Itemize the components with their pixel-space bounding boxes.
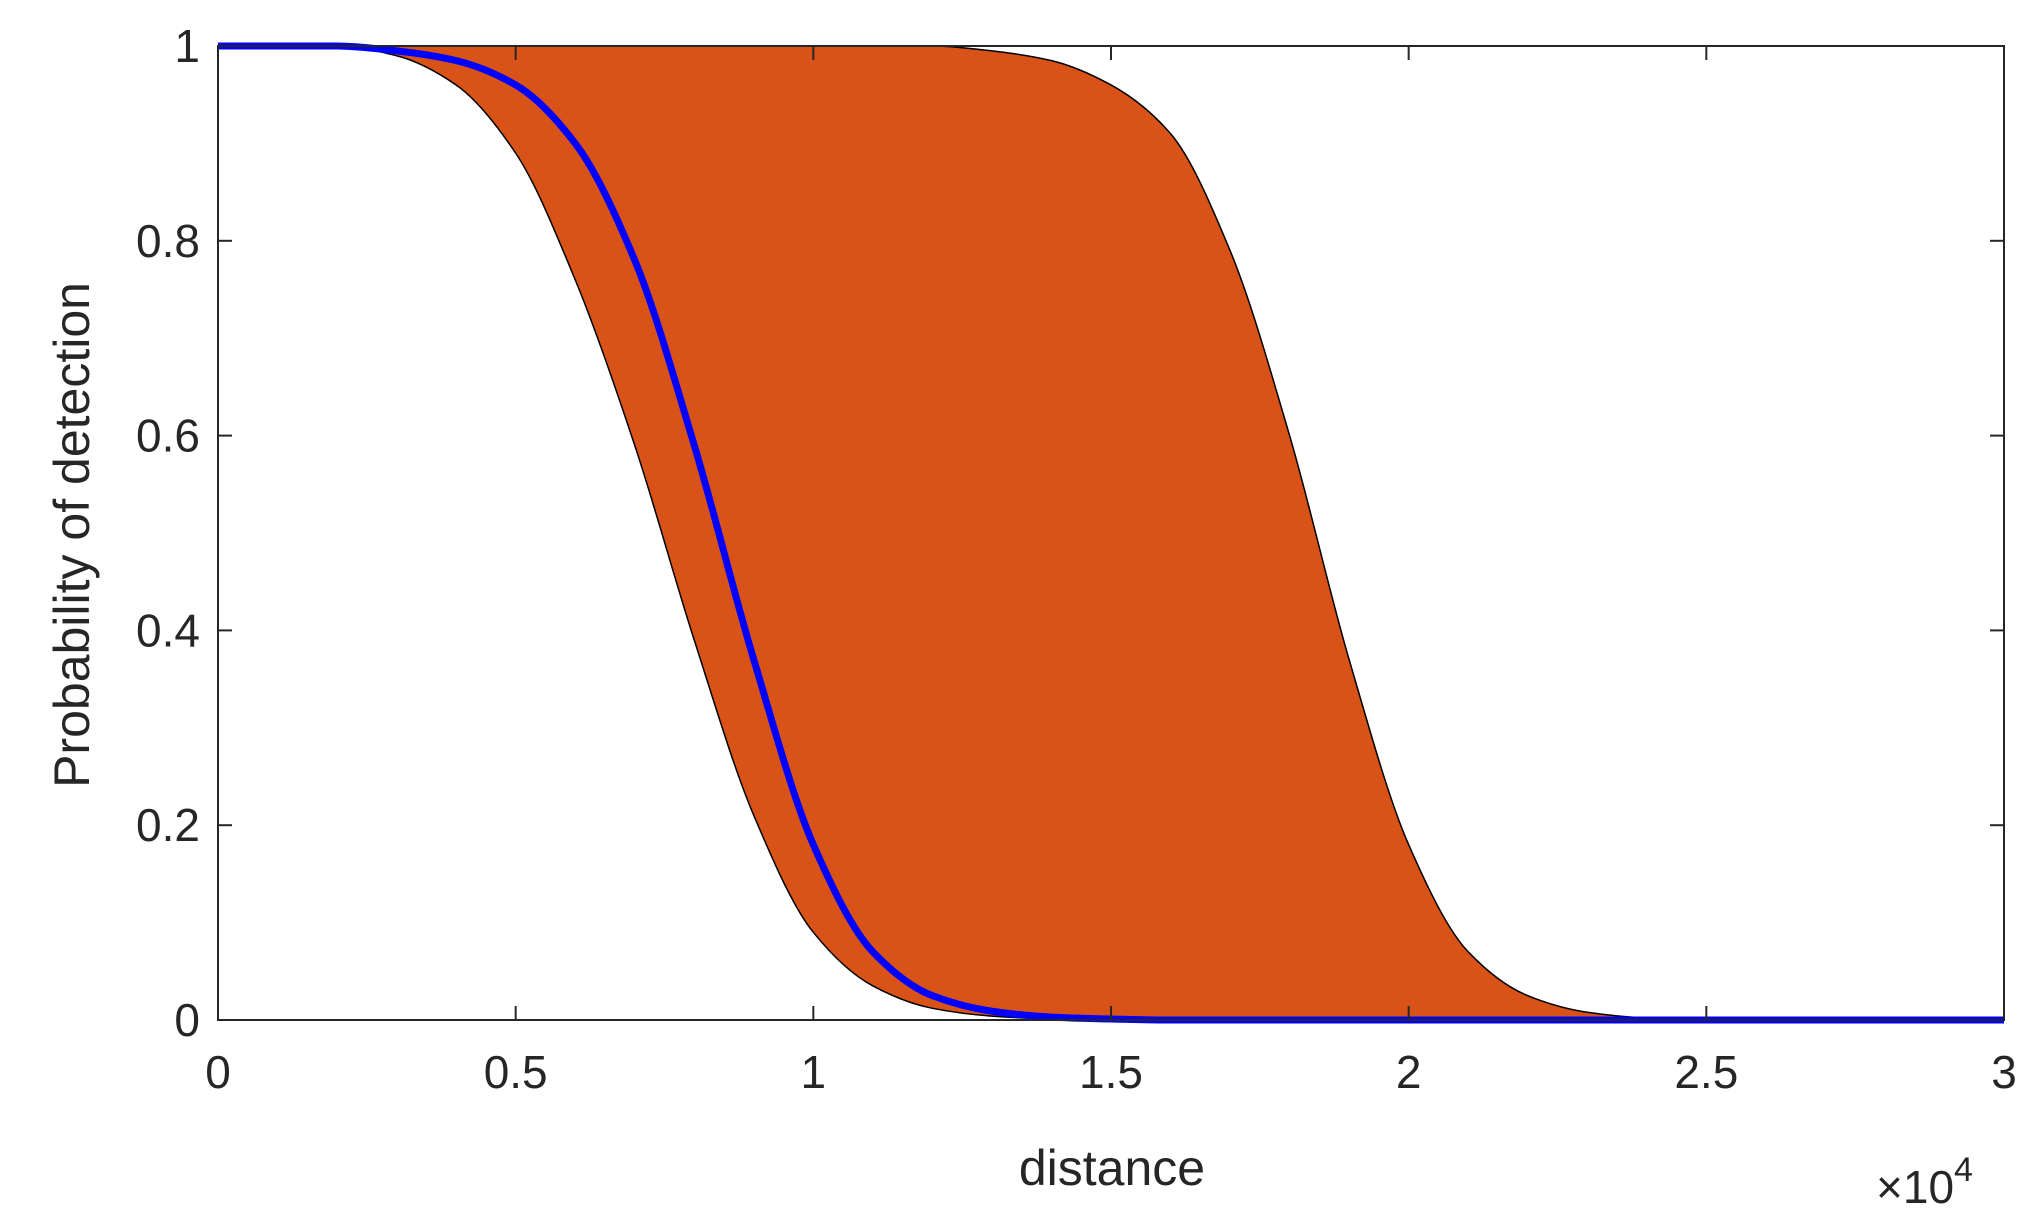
y-tick-label: 1 [174, 20, 200, 72]
y-tick-label: 0.6 [136, 410, 200, 462]
x-tick-label: 2 [1396, 1046, 1422, 1098]
confidence-band [218, 46, 2004, 1020]
y-tick-label: 0.2 [136, 799, 200, 851]
x-tick-label: 1.5 [1079, 1046, 1143, 1098]
x-tick-label: 3 [1991, 1046, 2017, 1098]
x-tick-label: 0 [205, 1046, 231, 1098]
x-exponent-base: ×10 [1876, 1161, 1954, 1213]
x-exponent-label: ×104 [1876, 1151, 1973, 1213]
x-tick-label: 2.5 [1674, 1046, 1738, 1098]
x-exponent-power: 4 [1954, 1151, 1973, 1189]
y-tick-label: 0.8 [136, 215, 200, 267]
y-tick-label: 0 [174, 994, 200, 1046]
plot-area [218, 42, 2004, 1024]
y-axis-label: Probability of detection [44, 282, 100, 788]
x-axis-label: distance [1019, 1140, 1205, 1196]
x-tick-label: 0.5 [484, 1046, 548, 1098]
x-tick-label: 1 [801, 1046, 827, 1098]
y-tick-label: 0.4 [136, 604, 200, 656]
axes: 0 0.5 1 1.5 2 2.5 3 0 0.2 0.4 0.6 0.8 1 [136, 20, 2017, 1098]
